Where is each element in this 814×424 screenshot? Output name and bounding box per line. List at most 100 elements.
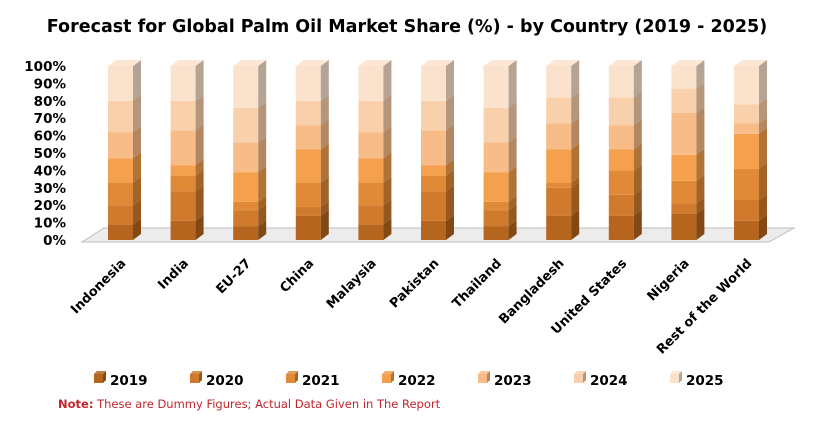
bar-segment — [170, 130, 196, 166]
bar-segment — [295, 125, 321, 150]
bar-segment — [671, 66, 697, 89]
legend-item: 2025 — [670, 371, 724, 389]
bar-segment — [421, 220, 446, 240]
legend-label: 2023 — [494, 373, 532, 389]
bar-top-face — [295, 60, 329, 66]
bar-segment-side — [258, 60, 267, 108]
bar-segment-side — [133, 218, 141, 240]
bar-segment-side — [446, 214, 454, 240]
bar-segment-side — [133, 199, 141, 225]
y-tick-label: 0% — [43, 233, 66, 249]
bar-segment — [608, 125, 634, 150]
legend-item: 2023 — [478, 371, 532, 389]
bar-segment — [358, 100, 384, 133]
bar-segment-side — [759, 214, 767, 240]
bar-segment-side — [258, 166, 267, 202]
x-tick-label: India — [155, 256, 192, 293]
bar-segment — [358, 158, 384, 183]
legend-swatch-top — [286, 371, 298, 374]
bar-segment — [546, 187, 572, 216]
bar-segment — [295, 100, 321, 126]
bar-segment-side — [633, 188, 642, 216]
bar-stack — [295, 60, 329, 240]
bar-segment-side — [446, 94, 454, 131]
bar-segment — [295, 206, 321, 216]
bar-segment — [358, 132, 384, 159]
bar-stack — [108, 60, 141, 240]
legend-swatch-top — [94, 371, 106, 374]
bar-top-face — [233, 60, 267, 66]
bar-segment — [734, 168, 759, 200]
bar-segment — [233, 142, 259, 173]
bar-top-face — [170, 60, 204, 66]
bar-segment — [295, 66, 321, 101]
bar-top-face — [421, 60, 454, 66]
bar-segment-side — [320, 119, 329, 150]
bar-segment — [546, 97, 572, 124]
bar-segment — [421, 191, 446, 221]
bar-segment-side — [759, 162, 767, 200]
bar-segment-side — [383, 60, 392, 101]
bar-segment — [483, 201, 509, 211]
bar-segment — [108, 158, 133, 183]
bar-segment — [483, 172, 509, 202]
bar-segment — [671, 203, 697, 214]
bar-segment-side — [696, 82, 705, 113]
bar-segment-side — [633, 91, 642, 126]
bar-stack — [671, 60, 705, 240]
bar-segment — [483, 226, 509, 240]
bar-segment-side — [195, 185, 204, 221]
bar-top-face — [546, 60, 580, 66]
bar-segment-side — [133, 94, 141, 133]
legend-item: 2021 — [286, 371, 340, 389]
bar-segment-side — [320, 60, 329, 101]
x-tick-label: Nigeria — [645, 256, 693, 304]
bar-segment — [608, 149, 634, 171]
bar-segment — [608, 66, 634, 98]
bar-segment — [608, 170, 634, 195]
y-tick-label: 70% — [34, 111, 67, 127]
legend: 2019 2020 2021 2022 2023 2024 2025 — [94, 371, 724, 389]
bar-segment — [358, 182, 384, 206]
bar-segment — [421, 100, 446, 131]
bar-segment-side — [133, 126, 141, 159]
bar-segment — [546, 66, 572, 98]
bar-stack — [734, 60, 767, 240]
y-tick-label: 50% — [34, 146, 67, 162]
bar-segment-side — [383, 218, 392, 240]
bar-segment — [233, 226, 259, 240]
bar-segment — [421, 175, 446, 192]
bar-segment-side — [633, 60, 642, 98]
legend-swatch-side — [679, 371, 682, 383]
bar-segment — [546, 123, 572, 150]
bar-segment-side — [696, 207, 705, 240]
bar-segment — [295, 182, 321, 207]
bar-segment — [483, 107, 509, 143]
bar-segment-side — [759, 60, 767, 105]
legend-swatch-side — [199, 371, 202, 383]
bar-segment-side — [508, 136, 517, 173]
bar-segment — [421, 66, 446, 101]
bar-segment — [358, 66, 384, 101]
bar-segment — [734, 123, 759, 134]
chart-title: Forecast for Global Palm Oil Market Shar… — [47, 17, 767, 37]
legend-label: 2021 — [302, 373, 340, 389]
bar-segment-side — [696, 197, 705, 214]
legend-swatch-side — [103, 371, 106, 383]
bar-segment — [108, 205, 133, 225]
legend-swatch-top — [670, 371, 682, 374]
bar-segment-side — [320, 143, 329, 183]
bar-segment-side — [383, 176, 392, 206]
bar-segment-side — [320, 176, 329, 207]
bar-segment — [734, 199, 759, 221]
bar-segment-side — [195, 159, 204, 176]
bar-segment-side — [508, 220, 517, 240]
bar-segment-side — [759, 117, 767, 134]
bar-segment-side — [446, 159, 454, 176]
bar-segment — [108, 182, 133, 206]
bar-segment-side — [571, 209, 580, 240]
bar-segment — [233, 172, 259, 202]
bar-stack — [421, 60, 454, 240]
bar-segment — [170, 100, 196, 131]
bar-segment — [734, 66, 759, 105]
